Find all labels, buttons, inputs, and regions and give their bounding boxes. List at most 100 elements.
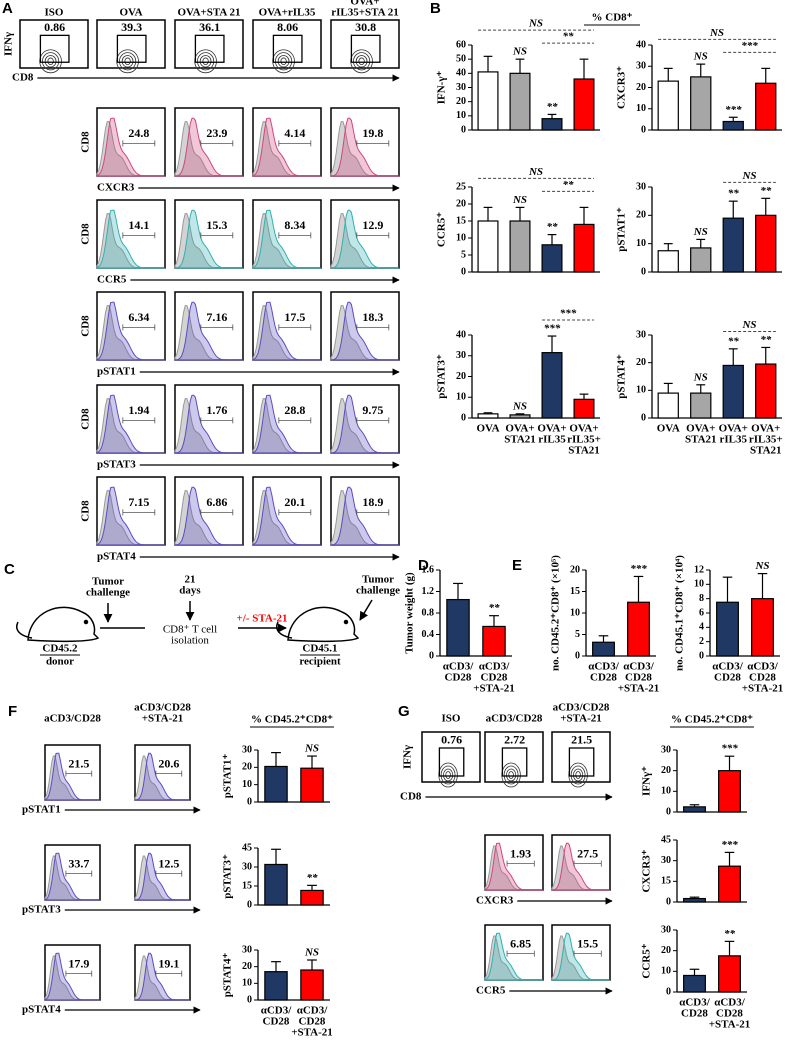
axis-label: CCR5 (97, 274, 127, 286)
contour (440, 765, 456, 785)
y-tick-label: 10 (570, 607, 580, 618)
stained-histogram (484, 932, 543, 981)
y-axis-label: pSTAT4⁺ (222, 953, 234, 998)
column-header: aCD3/CD28 (44, 713, 101, 725)
comparison-label: NS (528, 166, 543, 178)
stained-histogram (174, 394, 243, 454)
bar (477, 413, 499, 419)
bar (592, 641, 615, 657)
x-tick-label: rIL35 (720, 434, 748, 446)
stained-histogram (252, 394, 321, 454)
stained-histogram (96, 209, 165, 269)
contour (42, 52, 60, 71)
x-tick-label: +STA-21 (618, 683, 660, 695)
donor-mouse (16, 606, 100, 643)
contour (124, 57, 131, 66)
comparison-label: NS (528, 18, 543, 30)
group-title: % CD45.2⁺CD8⁺ (251, 714, 333, 726)
contour (355, 55, 368, 68)
y-tick-label: 0 (247, 796, 252, 807)
bar (300, 889, 324, 906)
significance-label: NS (693, 51, 708, 63)
contour (121, 55, 134, 68)
y-tick-label: 25 (456, 181, 466, 192)
contour (119, 52, 137, 71)
y-tick-label: 20 (636, 357, 646, 368)
contour (199, 55, 212, 68)
axis-label: pSTAT3 (97, 459, 136, 471)
gate-percent: 21.5 (571, 732, 592, 746)
bar (477, 71, 499, 131)
bar (657, 80, 679, 131)
gate-percent: 0.86 (44, 20, 65, 34)
x-tick-label: OVA (476, 423, 499, 435)
y-axis-label: pSTAT4⁺ (616, 354, 628, 399)
y-tick-label: 15 (456, 215, 466, 226)
y-tick-label: 10 (636, 238, 646, 249)
y-axis-label: IFN-γ⁺ (436, 71, 448, 105)
x-tick-label: CD28 (263, 1016, 290, 1028)
y-tick-label: 15 (242, 880, 252, 891)
bar (509, 72, 531, 131)
gate-percent: 28.8 (284, 403, 305, 417)
y-tick-label: 0 (429, 650, 434, 661)
contour (116, 49, 139, 74)
bar (755, 82, 777, 131)
gate-percent: 4.14 (284, 126, 305, 140)
contour (443, 768, 454, 782)
x-tick-label: αCD3/ (588, 661, 620, 673)
x-tick-label: αCD3/ (747, 661, 779, 673)
contour (272, 49, 295, 74)
stained-histogram (96, 301, 165, 361)
comparison-label: ** (563, 31, 575, 43)
bar (541, 244, 563, 273)
y-tick-label: 1.6 (422, 564, 435, 575)
contour (573, 768, 584, 782)
stained-histogram (96, 117, 165, 177)
y-tick-label: 20 (636, 82, 646, 93)
y-tick-label: 0.8 (422, 607, 435, 618)
schematic-label: Tumor (92, 576, 124, 588)
y-axis-label: CCR5⁺ (436, 212, 448, 247)
x-tick-label: rIL35 (538, 434, 566, 446)
x-tick-label: αCD3/ (443, 661, 475, 673)
bar (718, 770, 741, 813)
y-tick-label: 40 (456, 68, 466, 79)
bar (683, 974, 706, 993)
column-header: ISO (442, 713, 461, 725)
gate-percent: 15.3 (206, 218, 227, 232)
y-tick-label: 15 (570, 586, 580, 597)
y-axis-label: no. CD45.2⁺CD8⁺ (×10⁵) (550, 555, 562, 671)
y-tick-label: 30 (661, 924, 671, 935)
x-tick-label: OVA+ (569, 423, 598, 435)
column-header: rIL35+STA 21 (331, 7, 399, 19)
axis-label: CCR5 (476, 985, 506, 997)
column-header: +STA-21 (560, 713, 602, 725)
gate-percent: 19.8 (362, 126, 383, 140)
gate (568, 747, 595, 777)
bar (627, 601, 650, 657)
gate-percent: 17.9 (68, 956, 89, 970)
gate-percent: 18.9 (362, 495, 383, 509)
bar (446, 598, 470, 657)
stained-histogram (252, 117, 321, 177)
y-tick-label: 0.4 (422, 629, 435, 640)
contour (353, 52, 371, 71)
x-tick-label: αCD3/ (623, 661, 655, 673)
y-tick-label: 45 (242, 842, 252, 853)
y-tick-label: 10 (456, 232, 466, 243)
contour (47, 57, 54, 66)
gate-percent: 30.8 (355, 20, 376, 34)
column-header: aCD3/CD28 (134, 702, 191, 714)
gate-percent: 1.93 (510, 846, 531, 860)
gate-percent: 39.3 (121, 20, 142, 34)
column-header: OVA+STA 21 (177, 7, 240, 19)
x-tick-label: STA21 (750, 445, 782, 457)
bar (683, 897, 706, 903)
bar (264, 863, 288, 906)
bar (573, 398, 595, 419)
flow-plot-frame (19, 19, 89, 69)
y-tick-label: 0 (666, 986, 671, 997)
contour (44, 55, 57, 68)
contour (575, 771, 581, 779)
